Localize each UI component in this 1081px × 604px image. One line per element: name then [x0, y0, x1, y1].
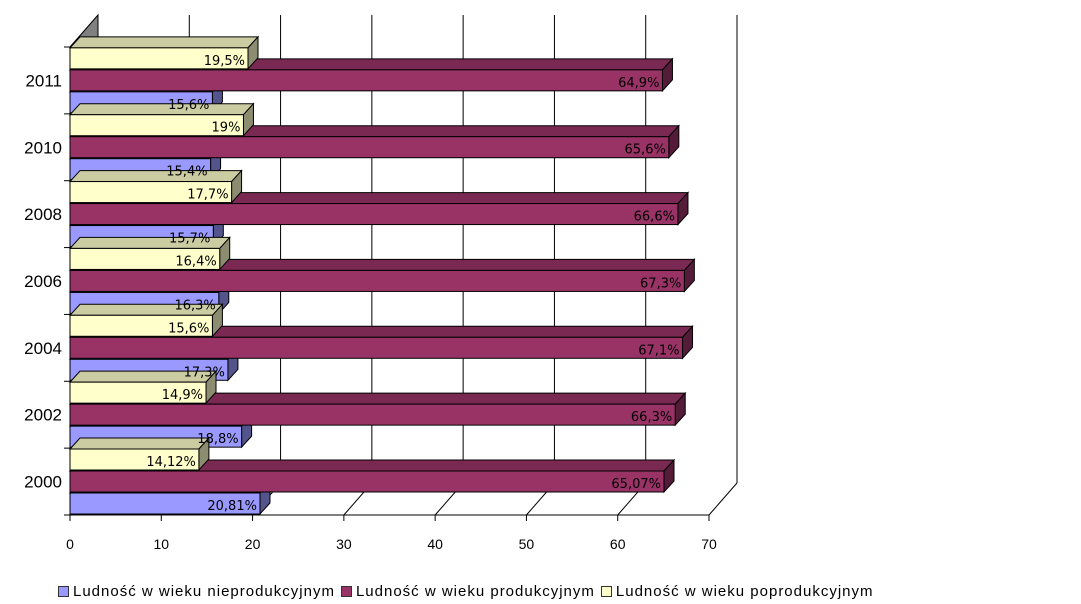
legend-label: Ludność w wieku produkcyjnym — [355, 582, 595, 600]
legend-swatch — [340, 585, 352, 597]
data-label: 17,7% — [187, 188, 228, 203]
category-label: 2011 — [25, 71, 62, 90]
data-label: 15,7% — [169, 232, 210, 247]
bar — [69, 336, 684, 359]
floor-gridline — [708, 482, 738, 516]
labels: 0 10 20 30 40 50 60 70 2000 2002 2004 2006 2008 2010 2… — [24, 54, 717, 552]
legend-item: Ludność w wieku produkcyjnym — [340, 582, 595, 600]
bar — [69, 314, 213, 337]
bar — [69, 114, 244, 137]
data-label: 17,3% — [184, 365, 225, 380]
legend-swatch — [58, 585, 69, 597]
x-tick-label: 60 — [610, 536, 626, 552]
bars — [68, 35, 696, 516]
legend-label: Ludność w wieku poprodukcyjnym — [615, 582, 874, 600]
x-tick-label: 20 — [245, 536, 261, 552]
bar — [69, 492, 261, 515]
data-label: 20,81% — [207, 499, 257, 514]
x-tick-label: 50 — [519, 536, 535, 552]
bar — [69, 448, 200, 471]
data-label: 19,5% — [204, 54, 245, 69]
data-label: 14,9% — [162, 388, 203, 403]
bar — [69, 381, 207, 404]
data-label: 19% — [212, 121, 241, 136]
data-label: 65,6% — [625, 143, 666, 158]
bar — [69, 69, 663, 92]
data-label: 67,1% — [638, 343, 679, 358]
data-label: 16,3% — [174, 298, 215, 313]
data-label: 66,3% — [631, 410, 672, 425]
category-label: 2004 — [24, 339, 62, 358]
category-label: 2002 — [24, 406, 62, 425]
bar-top — [68, 36, 260, 49]
bar-top — [68, 437, 211, 450]
bar — [69, 181, 233, 204]
legend: Ludność w wieku nieprodukcyjnym Ludność w… — [58, 580, 1078, 602]
legend-item: Ludność w wieku poprodukcyjnym — [600, 582, 874, 600]
bar — [69, 269, 685, 292]
legend-label: Ludność w wieku nieprodukcyjnym — [73, 582, 335, 600]
bar — [69, 136, 670, 159]
x-tick-label: 10 — [153, 536, 169, 552]
bar-top — [68, 170, 243, 183]
chart-svg: 0 10 20 30 40 50 60 70 2000 2002 2004 2006 2008 2010 2… — [24, 13, 738, 552]
data-label: 64,9% — [618, 76, 659, 91]
data-label: 65,07% — [611, 477, 661, 492]
category-label: 2008 — [24, 205, 62, 224]
x-tick-label: 70 — [701, 536, 717, 552]
data-label: 18,8% — [197, 432, 238, 447]
x-tick-label: 40 — [427, 536, 443, 552]
data-label: 67,3% — [640, 276, 681, 291]
legend-swatch — [600, 585, 612, 597]
data-label: 15,6% — [168, 98, 209, 113]
category-label: 2010 — [24, 138, 62, 157]
category-label: 2000 — [24, 473, 62, 492]
data-label: 14,12% — [146, 455, 196, 470]
bar — [69, 403, 676, 426]
x-tick-label: 30 — [336, 536, 352, 552]
data-label: 15,4% — [166, 165, 207, 180]
bar-top — [68, 103, 255, 116]
legend-item: Ludność w wieku nieprodukcyjnym — [58, 583, 335, 600]
data-label: 15,6% — [168, 321, 209, 336]
bar — [69, 47, 249, 70]
x-tick-label: 0 — [66, 536, 74, 552]
data-label: 16,4% — [175, 254, 216, 269]
bar — [69, 247, 221, 270]
bar — [69, 470, 665, 493]
category-label: 2006 — [24, 272, 62, 291]
data-label: 66,6% — [634, 210, 675, 225]
bar — [69, 203, 679, 226]
